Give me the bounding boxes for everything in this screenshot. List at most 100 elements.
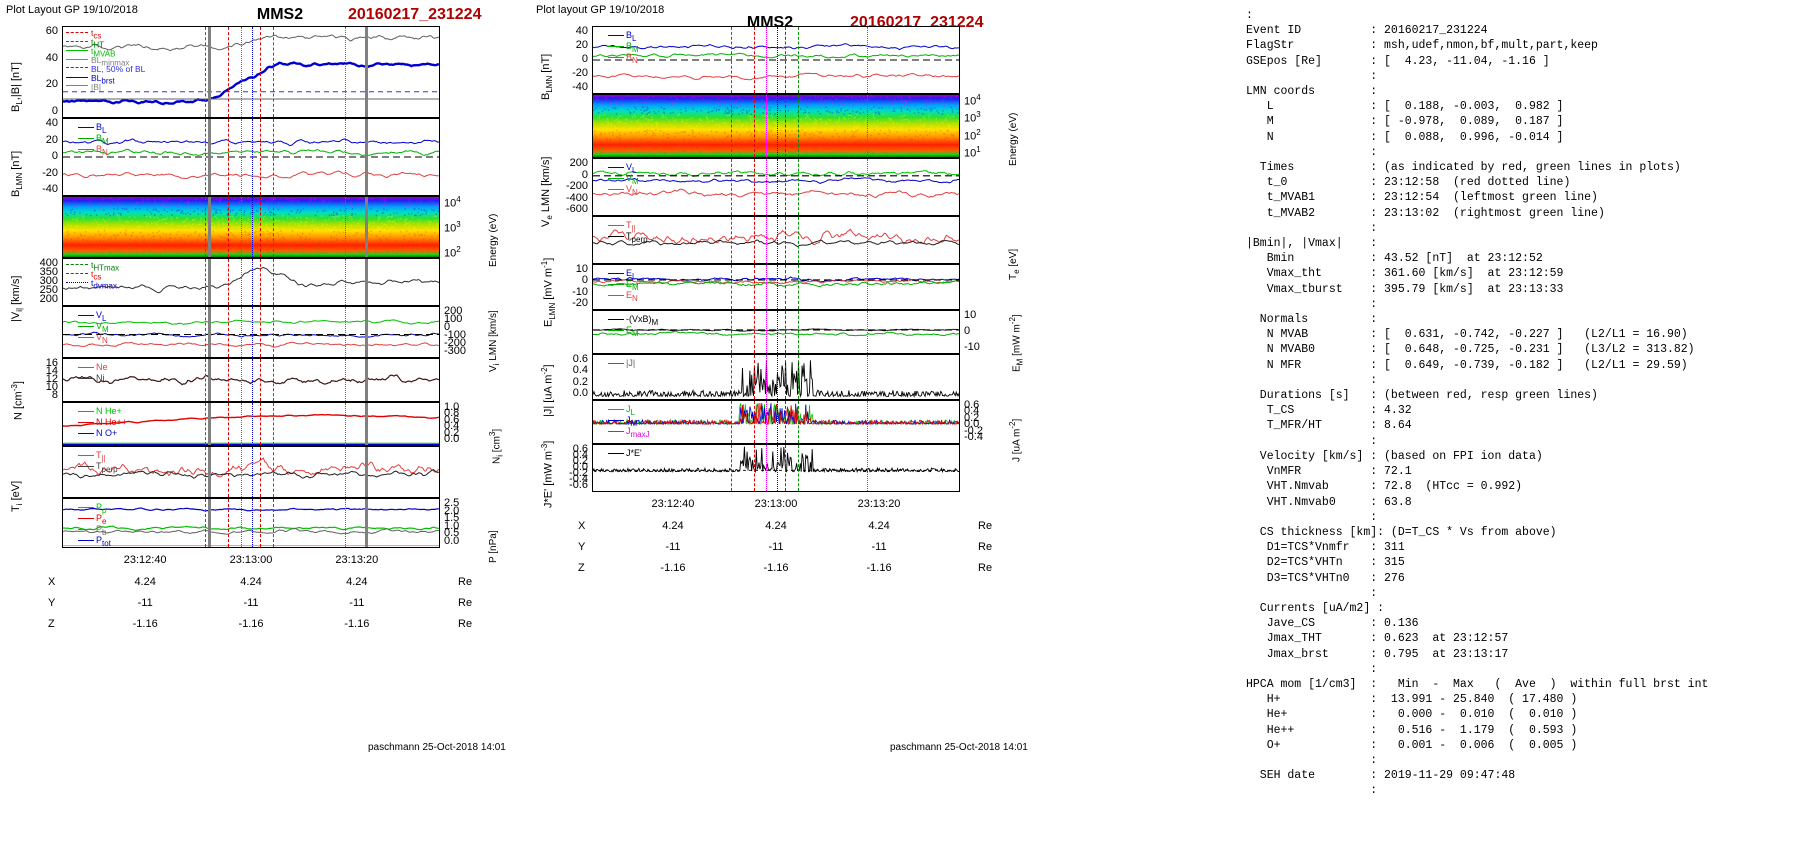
legend-label: BL, 50% of BL: [91, 64, 146, 75]
coord-row-unit: Re: [458, 597, 473, 609]
plot-panel-left-7: [62, 446, 440, 498]
event-marker-line: [797, 445, 799, 491]
y-tick-label-right: 0: [444, 321, 451, 333]
event-marker-line: [867, 265, 869, 309]
plot-panel-middle-5: [592, 310, 960, 354]
plot-panel-middle-4: [592, 264, 960, 310]
y-axis-label-right: Energy (eV): [1008, 112, 1019, 166]
event-marker-line: [240, 403, 242, 445]
y-axis-label: BLMN [nT]: [540, 53, 555, 100]
event-marker-line: [731, 355, 732, 399]
event-marker-line: [228, 259, 230, 305]
legend-row: BL, 50% of BL: [66, 65, 145, 74]
y-axis-label: J*E' [mW m-3]: [540, 440, 555, 508]
y-tick-label: 400: [39, 257, 58, 269]
y-tick-label: 20: [45, 133, 58, 146]
event-marker-line: [344, 307, 346, 357]
event-marker-line: [204, 197, 206, 257]
y-tick-label: 10: [45, 381, 58, 393]
figure-middle: Plot layout GP 19/10/2018 MMS2 20160217_…: [530, 0, 1040, 841]
event-marker-line: [273, 197, 275, 257]
legend-label: BLbrst: [91, 73, 115, 86]
coord-row-label: Z: [48, 618, 55, 630]
x-tick-label: 23:13:00: [229, 554, 273, 566]
coord-row-value: -1.16: [132, 618, 158, 630]
event-marker-line: [365, 403, 369, 445]
event-marker-line: [785, 159, 787, 215]
y-tick-label: 0: [51, 150, 58, 162]
coord-row-label: Y: [48, 597, 56, 609]
event-marker-line: [753, 159, 755, 215]
event-marker-line: [207, 499, 211, 547]
legend-label: |B|: [91, 82, 102, 93]
y-tick-label: 200: [39, 293, 58, 305]
y-tick-label-right: -0.4: [964, 431, 983, 443]
y-tick-label-right: -10: [964, 341, 980, 353]
event-marker-line: [731, 265, 732, 309]
legend-label: BLminmax: [91, 55, 130, 68]
panel-legend: tcs tHT tMVAB BLminmax BL, 50% of BL BLbrst |B…: [66, 29, 145, 92]
coord-row-value: -11: [871, 541, 887, 553]
series-label: BL: [608, 30, 636, 43]
event-marker-line: [765, 401, 767, 443]
legend-label: tMVAB: [91, 46, 116, 59]
event-marker-line: [785, 401, 787, 443]
event-marker-line: [252, 403, 253, 445]
y-tick-label-right: 2.0: [444, 504, 460, 517]
event-marker-line: [252, 259, 253, 305]
series-label: EM: [608, 279, 639, 292]
legend-row: BLminmax: [66, 55, 145, 68]
event-marker-line: [753, 445, 755, 491]
event-marker-line: [365, 359, 369, 401]
event-marker-line: [344, 359, 346, 401]
event-marker-line: [228, 197, 230, 257]
y-tick-label: 12: [45, 373, 58, 385]
series-label: BN: [78, 144, 108, 157]
legend-label: tHT: [91, 37, 105, 50]
coord-row-value: -11: [137, 597, 153, 609]
y-tick-label-right: -300: [444, 345, 467, 357]
series-label: |J|: [608, 358, 635, 368]
figure-left-spacecraft: MMS2: [256, 6, 304, 23]
series-label: BM: [78, 133, 109, 146]
legend-label: tHTmax: [91, 260, 120, 273]
y-tick-label: 40: [45, 51, 58, 64]
coord-row-value: -1.16: [763, 562, 789, 574]
event-marker-line: [204, 119, 206, 195]
y-tick-label: -0.2: [569, 467, 588, 479]
event-marker-line: [344, 197, 346, 257]
event-marker-line: [797, 401, 799, 443]
x-tick-label: 23:12:40: [123, 554, 167, 566]
event-marker-line: [765, 265, 767, 309]
event-marker-line: [797, 355, 799, 399]
y-axis-label-right: J [uA m-2]: [1008, 418, 1023, 462]
event-marker-line: [252, 27, 253, 117]
legend-swatch: [66, 85, 88, 87]
series-label: T||: [608, 220, 636, 233]
legend-row: tcs: [66, 270, 119, 282]
y-axis-label-right: Te [eV]: [1008, 248, 1021, 280]
y-tick-label: 8: [51, 389, 58, 401]
event-marker-line: [260, 119, 262, 195]
plot-panel-left-6: [62, 402, 440, 446]
event-marker-line: [731, 217, 732, 263]
event-marker-line: [273, 119, 275, 195]
event-marker-line: [731, 445, 732, 491]
y-tick-label: 0.4: [572, 449, 588, 461]
figure-middle-header: Plot layout GP 19/10/2018: [536, 4, 665, 16]
event-marker-line: [344, 403, 346, 445]
y-tick-label: -600: [565, 203, 588, 215]
event-marker-line: [252, 197, 253, 257]
series-label: JL: [608, 404, 635, 417]
y-tick-label: 0.2: [572, 455, 588, 467]
series-label: N He++: [78, 417, 127, 427]
legend-swatch: [66, 273, 88, 275]
y-tick-label-right: -200: [444, 337, 467, 349]
y-tick-label: -20: [572, 67, 588, 79]
event-marker-line: [753, 27, 755, 93]
coord-row-value: -1.16: [866, 562, 892, 574]
event-marker-line: [777, 355, 778, 399]
event-marker-line: [867, 217, 869, 263]
event-marker-line: [765, 311, 767, 353]
legend-row: tdvmax: [66, 279, 119, 291]
